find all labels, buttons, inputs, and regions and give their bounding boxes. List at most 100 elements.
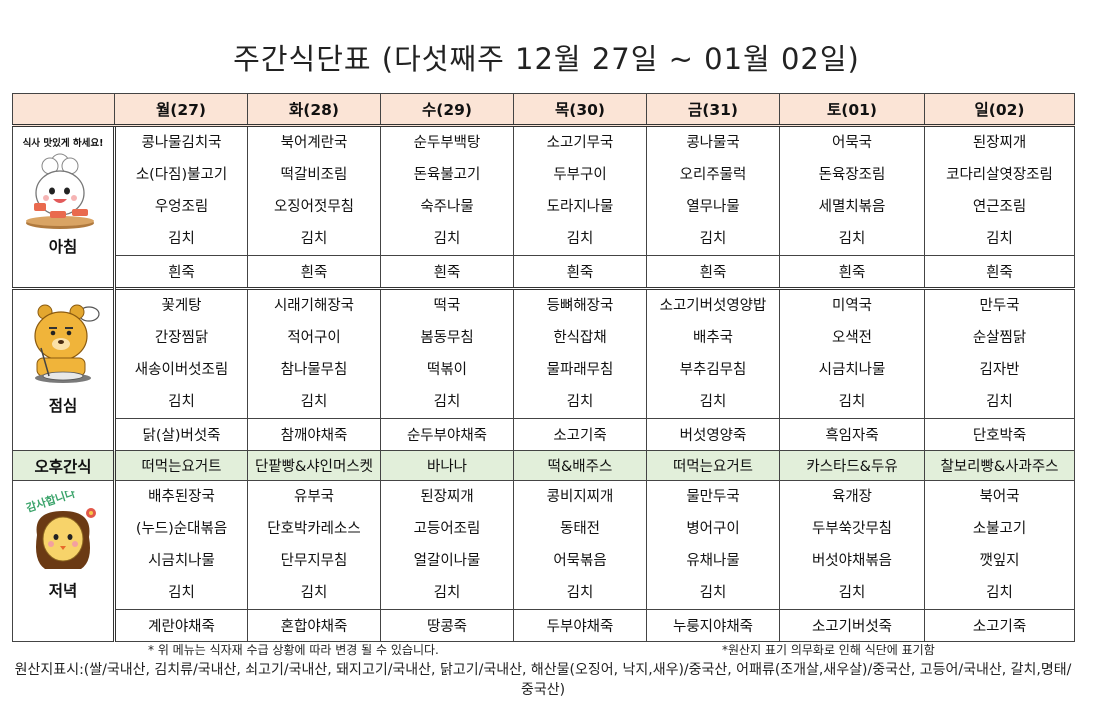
porridge-cell: 혼합야채죽 [247,609,381,642]
menu-item: 연근조림 [972,199,1027,215]
origin-notice: *원산지 표기 의무화로 인해 식단에 표기함 [722,643,935,657]
menu-item: 김치 [433,585,461,601]
menu-item: 두부쑥갓무침 [811,521,893,537]
porridge-cell: 땅콩죽 [380,609,514,642]
snack-cell: 떠먹는요거트 [114,450,248,481]
menu-item: 오색전 [831,330,873,346]
chef-character-icon [26,153,94,229]
menu-item: 김치 [986,394,1013,410]
day-header: 수(29) [380,93,514,127]
porridge-cell: 소고기죽 [924,609,1075,642]
lunch-cell: 시래기해장국 적어구이 참나물무침 김치 [247,288,381,419]
porridge-cell: 닭(살)버섯죽 [114,418,248,451]
menu-item: 김치 [433,394,461,410]
snack-label: 오후간식 [12,450,116,481]
porridge-cell: 흰죽 [380,255,514,289]
menu-item: 오리주물럭 [679,167,747,183]
menu-item: 김치 [566,394,594,410]
breakfast-cell: 순두부백탕 돈육불고기 숙주나물 김치 [380,125,514,256]
header-row: 월(27) 화(28) 수(29) 목(30) 금(31) 토(01) 일(02… [12,93,1075,127]
breakfast-cell: 된장찌개 코다리살엿장조림 연근조림 김치 [924,125,1075,256]
breakfast-row: 식사 맛있게 하세요! 아침 [12,125,1075,289]
porridge-cell: 흑임자죽 [779,418,925,451]
dinner-cell: 육개장 두부쑥갓무침 버섯야채볶음 김치 [779,480,925,610]
menu-item: 동태전 [559,521,601,537]
menu-item: 콩나물김치국 [141,135,222,151]
menu-item: 물만두국 [686,489,740,505]
porridge-cell: 버섯영양죽 [646,418,780,451]
menu-item: 어묵볶음 [553,553,607,569]
menu-item: 간장찜닭 [154,330,209,346]
menu-item: 꽃게탕 [161,298,202,314]
menu-item: 김치 [699,231,727,247]
menu-item: 부추김무침 [679,362,747,378]
menu-item: 김치 [838,394,866,410]
lunch-cell: 꽃게탕 간장찜닭 새송이버섯조림 김치 [114,288,248,419]
menu-item: 유부국 [293,489,335,505]
menu-item: 등뼈해장국 [546,298,614,314]
menu-item: 김치 [566,231,594,247]
dinner-cell: 유부국 단호박카레소스 단무지무침 김치 [247,480,381,610]
menu-item: 김치 [300,394,328,410]
menu-item: 배추국 [692,330,734,346]
menu-item: 육개장 [831,489,873,505]
breakfast-cell: 어묵국 돈육장조림 세멸치볶음 김치 [779,125,925,256]
menu-item: 콩나물국 [686,135,740,151]
menu-item: 깻잎지 [979,553,1020,569]
menu-item: 김치 [300,231,328,247]
change-notice: * 위 메뉴는 식자재 수급 상황에 따라 변경 될 수 있습니다. [148,643,439,657]
menu-item: 김치 [699,394,727,410]
menu-item: 두부구이 [553,167,607,183]
menu-item: 김치 [168,394,195,410]
menu-item: 봄동무침 [420,330,474,346]
day-header: 화(28) [247,93,381,127]
menu-item: 한식잡채 [553,330,607,346]
menu-item: 숙주나물 [420,199,474,215]
snack-row: 오후간식 떠먹는요거트 단팥빵&샤인머스켓 바나나 떡&배주스 떠먹는요거트 카… [12,450,1075,481]
menu-item: 시래기해장국 [273,298,355,314]
menu-item: (누드)순대볶음 [135,521,228,537]
breakfast-cell: 북어계란국 떡갈비조림 오징어젓무침 김치 [247,125,381,256]
menu-item: 김자반 [979,362,1020,378]
menu-item: 시금치나물 [818,362,886,378]
menu-item: 열무나물 [686,199,740,215]
menu-item: 물파래무침 [546,362,614,378]
lunch-cell: 미역국 오색전 시금치나물 김치 [779,288,925,419]
dinner-label-cell: 감사합니다 저녁 [12,480,116,642]
menu-item: 떡갈비조림 [280,167,348,183]
menu-item: 김치 [986,585,1013,601]
menu-item: 코다리살엿장조림 [946,167,1053,183]
breakfast-label: 아침 [48,238,78,256]
day-header: 일(02) [924,93,1075,127]
menu-item: 김치 [838,585,866,601]
snack-cell: 찰보리빵&사과주스 [924,450,1075,481]
menu-item: 김치 [699,585,727,601]
porridge-cell: 누룽지야채죽 [646,609,780,642]
dinner-cell: 물만두국 병어구이 유채나물 김치 [646,480,780,610]
menu-item: 김치 [433,231,461,247]
menu-item: 단호박카레소스 [267,521,361,537]
menu-item: 김치 [168,231,195,247]
day-header: 금(31) [646,93,780,127]
day-header: 토(01) [779,93,925,127]
girl-character-icon: 감사합니다 [24,491,96,569]
menu-item: 콩비지찌개 [546,489,614,505]
lunch-cell: 소고기버섯영양밥 배추국 부추김무침 김치 [646,288,780,419]
menu-item: 김치 [300,585,328,601]
snack-cell: 떠먹는요거트 [646,450,780,481]
lunch-label: 점심 [48,397,78,415]
porridge-cell: 소고기버섯죽 [779,609,925,642]
menu-item: 된장찌개 [972,135,1027,151]
menu-item: 시금치나물 [148,553,215,569]
porridge-cell: 참깨야채죽 [247,418,381,451]
menu-item: 병어구이 [686,521,740,537]
porridge-cell: 계란야채죽 [114,609,248,642]
snack-cell: 바나나 [380,450,514,481]
dinner-cell: 북어국 소불고기 깻잎지 김치 [924,480,1075,610]
lunch-cell: 만두국 순살찜닭 김자반 김치 [924,288,1075,419]
menu-table: 월(27) 화(28) 수(29) 목(30) 금(31) 토(01) 일(02… [12,93,1075,642]
menu-item: 배추된장국 [148,489,215,505]
